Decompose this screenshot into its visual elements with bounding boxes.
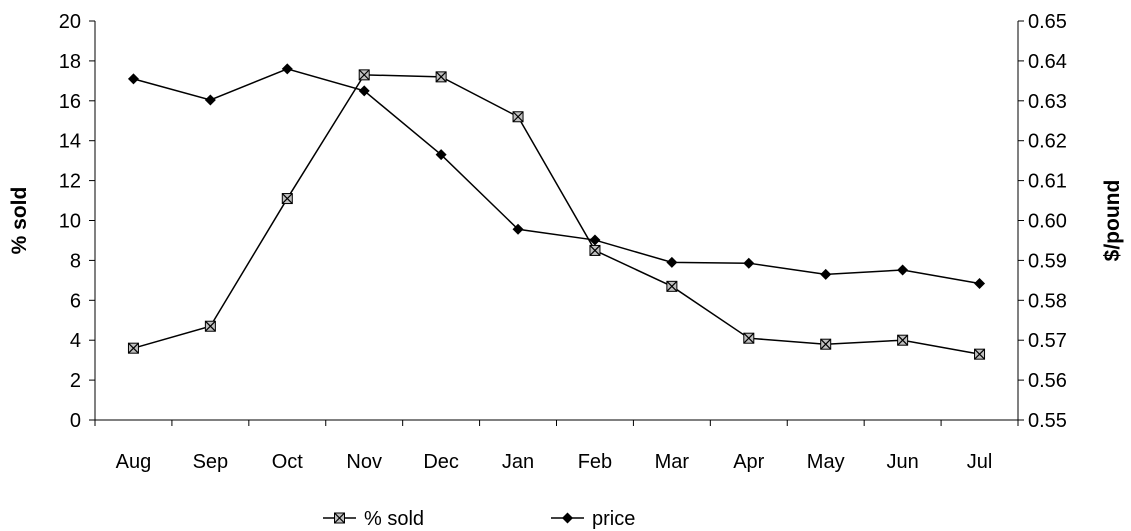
left-tick-label: 10: [59, 211, 81, 233]
point-sold: [666, 280, 678, 292]
right-tick-label: 0.63: [1028, 91, 1067, 113]
point-sold: [127, 342, 139, 354]
x-axis-ticks: Aug Sep Oct Nov Dec Jan Feb Mar Apr May Jun Jul: [94, 420, 1019, 473]
point-price: [589, 234, 601, 246]
left-tick-label: 18: [59, 51, 81, 73]
point-price: [435, 149, 447, 161]
marker-cross-b: [820, 338, 832, 350]
marker-cross-b: [974, 348, 985, 360]
legend-label-price: price: [592, 508, 635, 530]
series-line-sold: [133, 74, 980, 355]
right-tick-label: 0.64: [1028, 51, 1067, 73]
marker-cross-b: [666, 280, 678, 292]
legend-marker-sold-shape: [334, 512, 345, 524]
right-tick-label: 0.61: [1028, 171, 1067, 193]
point-price: [974, 278, 986, 290]
legend-item-price: price: [551, 508, 635, 530]
right-axis-ticks: 0.55 0.56 0.57 0.58 0.59 0.60 0.61 0.62 0.63 0.64…: [1018, 11, 1067, 432]
marker-cross-b: [743, 332, 755, 344]
right-tick-label: 0.60: [1028, 211, 1067, 233]
right-tick-label: 0.58: [1028, 290, 1067, 312]
point-sold: [512, 111, 524, 123]
marker-cross-b: [512, 111, 524, 123]
marker-cross-b: [281, 193, 293, 204]
point-price: [512, 223, 524, 235]
left-tick-label: 0: [70, 410, 81, 432]
legend-marker-sold: [334, 512, 345, 524]
marker-cross-b: [897, 334, 909, 346]
point-price: [204, 94, 216, 106]
left-tick-label: 20: [59, 11, 81, 33]
x-tick-label: Oct: [272, 451, 304, 473]
point-price: [127, 73, 139, 85]
legend-label-sold: % sold: [364, 508, 424, 530]
legend-marker-price-shape: [562, 512, 573, 524]
x-tick-label: Dec: [423, 451, 459, 473]
legend-item-sold: % sold: [323, 508, 424, 530]
marker-cross-b: [435, 71, 447, 83]
point-sold: [281, 193, 293, 205]
legend-marker-price: [562, 512, 573, 524]
left-tick-label: 8: [70, 250, 81, 272]
marker-cross-b: [334, 512, 345, 524]
legend: % sold price: [323, 508, 635, 530]
x-tick-label: May: [807, 451, 845, 473]
point-price: [358, 85, 370, 97]
x-tick-label: Mar: [655, 451, 690, 473]
point-sold: [435, 71, 447, 83]
point-sold: [820, 338, 832, 350]
point-sold: [358, 69, 370, 81]
x-tick-label: Nov: [346, 451, 382, 473]
marker-cross-b: [128, 342, 139, 354]
y2-axis-title: $/pound: [1101, 180, 1124, 262]
x-tick-label: Apr: [733, 451, 764, 473]
marker-cross-b: [589, 245, 601, 256]
x-tick-label: Aug: [116, 451, 152, 473]
axes: [94, 21, 1019, 421]
left-tick-label: 12: [59, 171, 81, 193]
x-tick-label: Sep: [193, 451, 229, 473]
point-sold: [897, 334, 909, 346]
right-tick-label: 0.62: [1028, 131, 1067, 153]
point-price: [666, 256, 678, 268]
left-tick-label: 16: [59, 91, 81, 113]
point-price: [743, 257, 755, 269]
left-tick-label: 14: [59, 131, 81, 153]
series-price: [127, 63, 986, 290]
series-sold: [127, 69, 986, 360]
left-tick-label: 2: [70, 370, 81, 392]
marker-cross-b: [358, 69, 370, 81]
point-sold: [743, 332, 755, 344]
y-axis-title: % sold: [8, 187, 31, 255]
x-tick-label: Jul: [967, 451, 993, 473]
series-line-price: [133, 68, 980, 285]
point-sold: [974, 348, 986, 360]
left-tick-label: 6: [70, 290, 81, 312]
point-price: [897, 264, 909, 276]
right-tick-label: 0.57: [1028, 330, 1067, 352]
point-sold: [204, 320, 216, 332]
right-tick-label: 0.55: [1028, 410, 1067, 432]
point-price: [281, 63, 293, 75]
x-tick-label: Jun: [887, 451, 919, 473]
marker-cross-b: [204, 320, 216, 332]
left-axis-ticks: 0 2 4 6 8 10 12 14 16 18 20: [59, 11, 95, 432]
point-price: [820, 268, 832, 280]
x-tick-label: Feb: [578, 451, 612, 473]
left-tick-label: 4: [70, 330, 81, 352]
right-tick-label: 0.65: [1028, 11, 1067, 33]
right-tick-label: 0.59: [1028, 250, 1067, 272]
right-tick-label: 0.56: [1028, 370, 1067, 392]
point-sold: [589, 244, 601, 256]
series-layer: [127, 63, 986, 360]
x-tick-label: Jan: [502, 451, 534, 473]
